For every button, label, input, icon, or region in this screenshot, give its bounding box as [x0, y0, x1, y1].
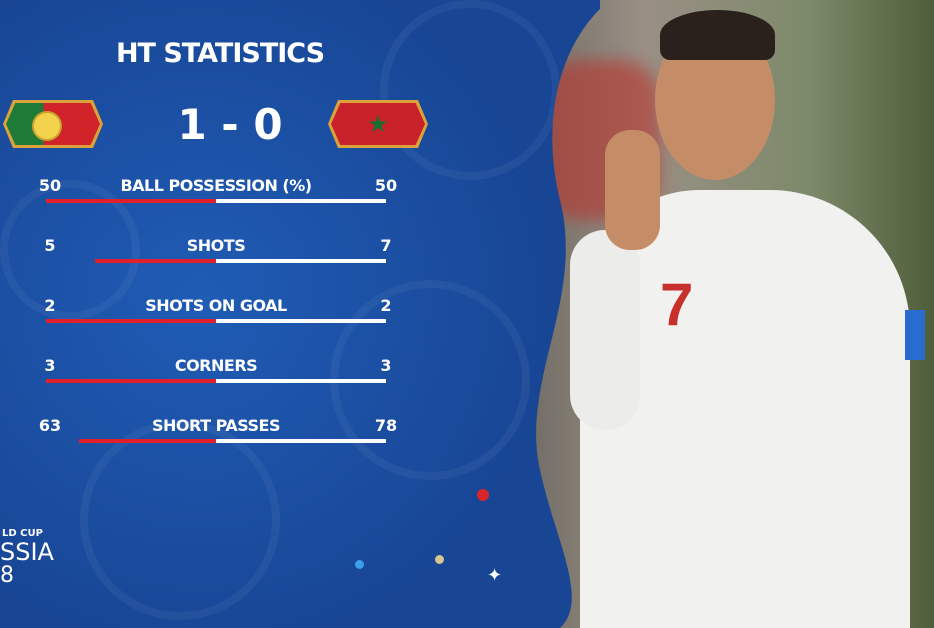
morocco-flag-icon: ★: [328, 100, 428, 148]
stat-label: SHORT PASSES: [151, 416, 281, 435]
away-value: 2: [380, 296, 392, 315]
home-bar: [46, 379, 216, 383]
away-bar: [216, 259, 386, 263]
home-bar: [94, 259, 216, 263]
away-bar: [216, 439, 386, 443]
away-value: 50: [374, 176, 398, 195]
home-bar: [78, 439, 216, 443]
stat-row: 5 SHOTS 7: [0, 236, 440, 276]
stat-row: 3 CORNERS 3: [0, 356, 440, 396]
home-value: 63: [38, 416, 62, 435]
decor-dot: [355, 560, 364, 569]
home-value: 50: [38, 176, 62, 195]
stat-label: SHOTS: [186, 236, 246, 255]
world-cup-logo: LD CUP SSIA 8: [0, 528, 54, 588]
decor-dot: [477, 489, 489, 501]
away-value: 78: [374, 416, 398, 435]
page-title: HT STATISTICS: [115, 38, 325, 69]
stat-label: BALL POSSESSION (%): [120, 176, 312, 195]
home-bar: [46, 319, 216, 323]
score: 1 - 0: [177, 100, 283, 149]
stats-panel: [0, 0, 600, 628]
away-bar: [216, 199, 386, 203]
sparkle-icon: ✦: [487, 565, 503, 586]
stat-label: CORNERS: [174, 356, 258, 375]
player-photo: 7: [520, 0, 934, 628]
away-bar: [216, 379, 386, 383]
stat-row: 63 SHORT PASSES 78: [0, 416, 440, 456]
home-value: 2: [44, 296, 56, 315]
home-value: 5: [44, 236, 56, 255]
stat-row: 50 BALL POSSESSION (%) 50: [0, 176, 440, 216]
stat-label: SHOTS ON GOAL: [145, 296, 287, 315]
away-bar: [216, 319, 386, 323]
home-value: 3: [44, 356, 56, 375]
decor-dot: [435, 555, 444, 564]
home-bar: [46, 199, 216, 203]
away-value: 7: [380, 236, 392, 255]
away-value: 3: [380, 356, 392, 375]
stat-row: 2 SHOTS ON GOAL 2: [0, 296, 440, 336]
portugal-flag-icon: [3, 100, 103, 148]
